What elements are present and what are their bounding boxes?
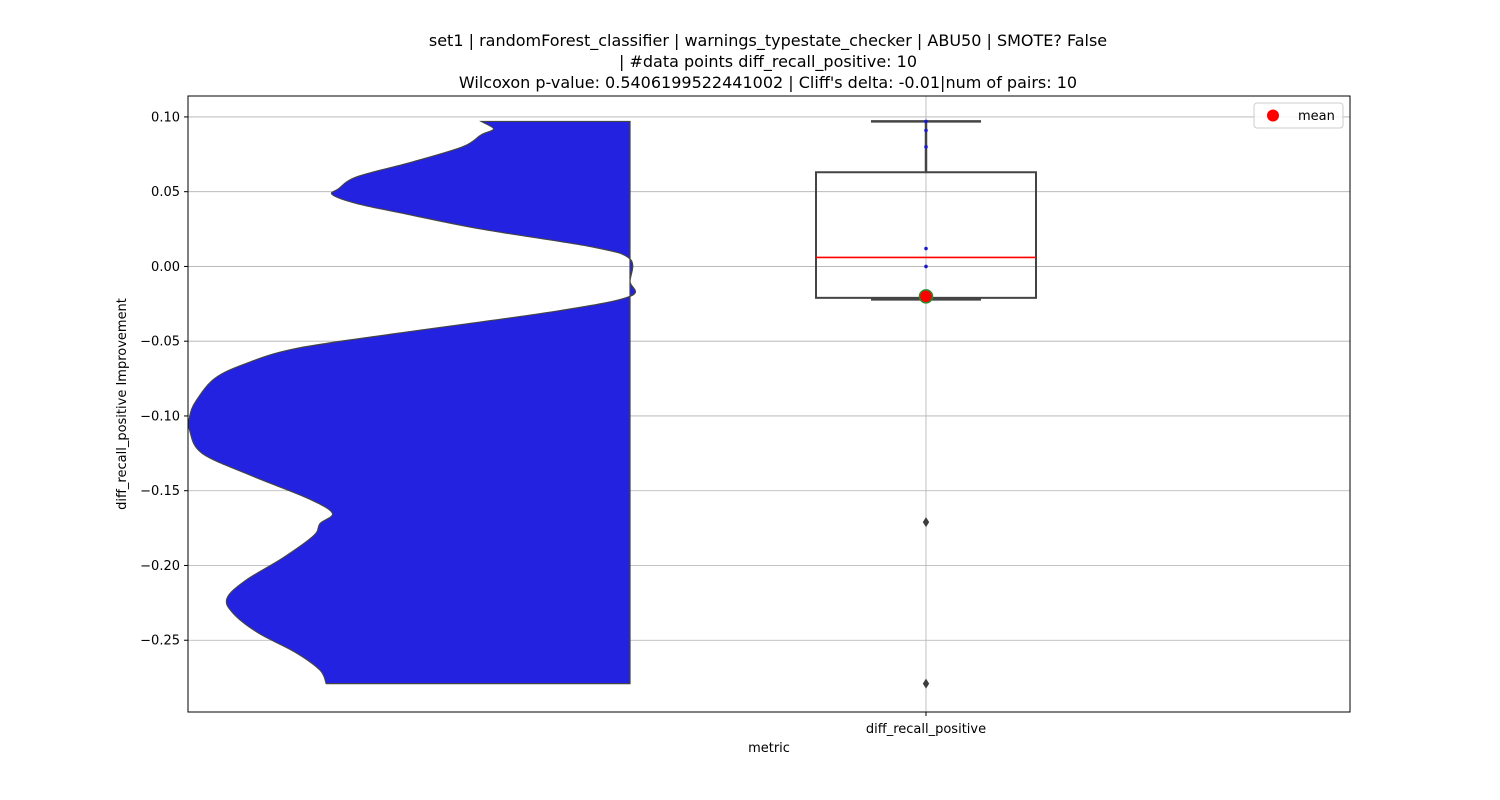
data-point (924, 119, 928, 124)
data-point (924, 128, 928, 133)
legend: mean (1253, 102, 1344, 129)
y-tick-label: 0.10 (151, 110, 180, 125)
data-point (924, 145, 928, 149)
title-line-1: set1 | randomForest_classifier | warning… (429, 31, 1107, 51)
x-tick-label: diff_recall_positive (866, 722, 986, 737)
title-line-3: Wilcoxon p-value: 0.5406199522441002 | C… (459, 73, 1077, 92)
legend-box (1253, 102, 1344, 129)
chart-title: set1 | randomForest_classifier | warning… (429, 31, 1107, 92)
legend-label-mean: mean (1298, 109, 1335, 124)
legend-marker-mean (1267, 109, 1279, 122)
y-tick-label: 0.05 (151, 185, 180, 200)
mean-marker (918, 289, 934, 304)
y-axis-label: diff_recall_positive Improvement (115, 298, 130, 510)
violin-shape (188, 120, 637, 685)
y-tick-label: −0.10 (140, 409, 180, 424)
y-tick-label: −0.20 (140, 559, 180, 574)
x-axis-label: metric (748, 741, 790, 756)
y-tick-label: −0.05 (140, 335, 180, 350)
x-axis-ticks: diff_recall_positive (866, 712, 986, 737)
y-axis-ticks: 0.10 0.05 0.00 −0.05 −0.10 −0.15 −0.20 −0.25 (140, 110, 188, 649)
y-tick-label: −0.15 (140, 484, 180, 499)
outlier-point (922, 517, 930, 528)
data-point (924, 246, 928, 251)
points-layer (918, 119, 934, 689)
violin-layer (188, 120, 637, 685)
plot-frame (187, 95, 1351, 713)
outlier-point (922, 678, 930, 689)
data-point (924, 264, 928, 269)
y-tick-label: 0.00 (151, 260, 180, 275)
title-line-2: | #data points diff_recall_positive: 10 (619, 52, 917, 72)
y-tick-label: −0.25 (140, 634, 180, 649)
